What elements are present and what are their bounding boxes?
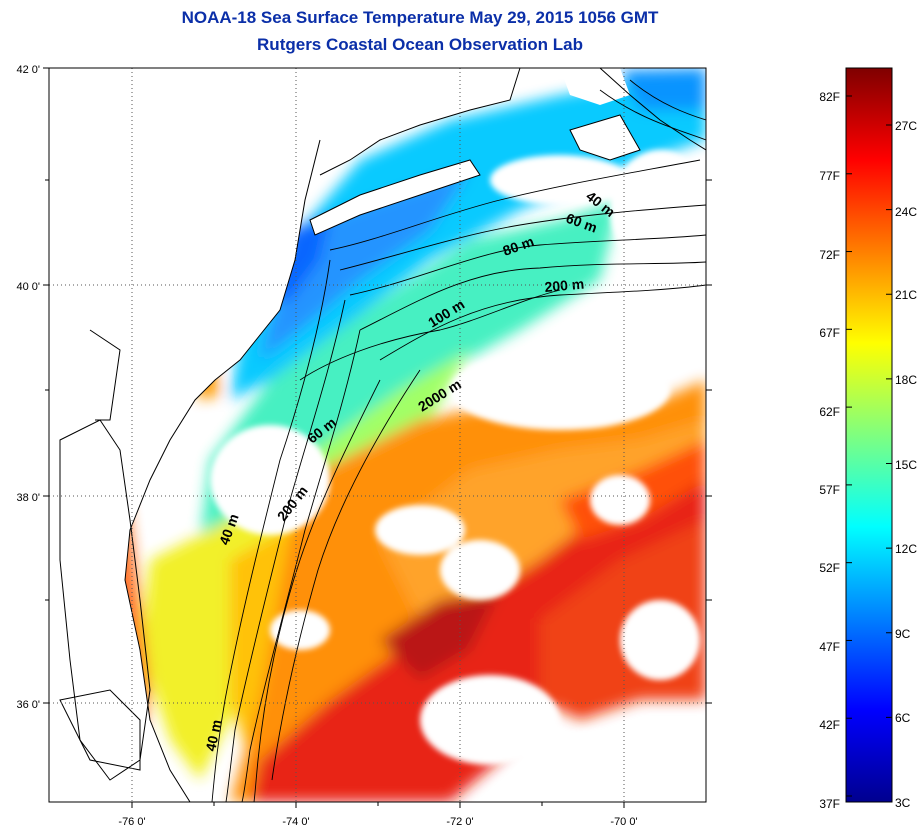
map-subtitle: Rutgers Coastal Ocean Observation Lab <box>257 35 583 54</box>
lat-tick-label: 40 0' <box>16 281 40 293</box>
colorbar-f-label: 57F <box>819 483 840 497</box>
colorbar-c-label: 27C <box>895 119 917 133</box>
colorbar-c-label: 24C <box>895 205 917 219</box>
colorbar-c-label: 12C <box>895 542 917 556</box>
graticule <box>49 68 706 802</box>
colorbar-c-label: 21C <box>895 288 917 302</box>
sst-field: 40 m 60 m 80 m 200 m 100 m 2000 m 60 m 2… <box>49 68 706 802</box>
axis-ticks <box>43 67 712 808</box>
colorbar-c-label: 15C <box>895 458 917 472</box>
colorbar-c-label: 3C <box>895 796 911 810</box>
colorbar-f-label: 42F <box>819 718 840 732</box>
lon-tick-label: -76 0' <box>118 816 145 828</box>
colorbar-c-label: 9C <box>895 627 911 641</box>
colorbar-f-label: 82F <box>819 90 840 104</box>
colorbar-c-label: 6C <box>895 711 911 725</box>
contour-label: 40 m <box>202 718 224 753</box>
colorbar-f-label: 52F <box>819 561 840 575</box>
lon-tick-label: -72 0' <box>446 816 473 828</box>
colorbar-f-label: 37F <box>819 797 840 811</box>
lon-tick-label: -74 0' <box>282 816 309 828</box>
colorbar: 82F 77F 72F 67F 62F 57F 52F 47F 42F 37F … <box>819 67 917 811</box>
colorbar-c-label: 18C <box>895 373 917 387</box>
colorbar-f-label: 47F <box>819 640 840 654</box>
colorbar-f-label: 72F <box>819 248 840 262</box>
lat-tick-label: 42 0' <box>16 64 40 76</box>
lat-tick-label: 36 0' <box>16 699 40 711</box>
contour-label: 200 m <box>544 276 585 295</box>
colorbar-f-label: 67F <box>819 326 840 340</box>
lat-tick-label: 38 0' <box>16 492 40 504</box>
colorbar-f-label: 62F <box>819 405 840 419</box>
lon-tick-label: -70 0' <box>610 816 637 828</box>
map-title: NOAA-18 Sea Surface Temperature May 29, … <box>181 8 659 27</box>
colorbar-f-label: 77F <box>819 169 840 183</box>
